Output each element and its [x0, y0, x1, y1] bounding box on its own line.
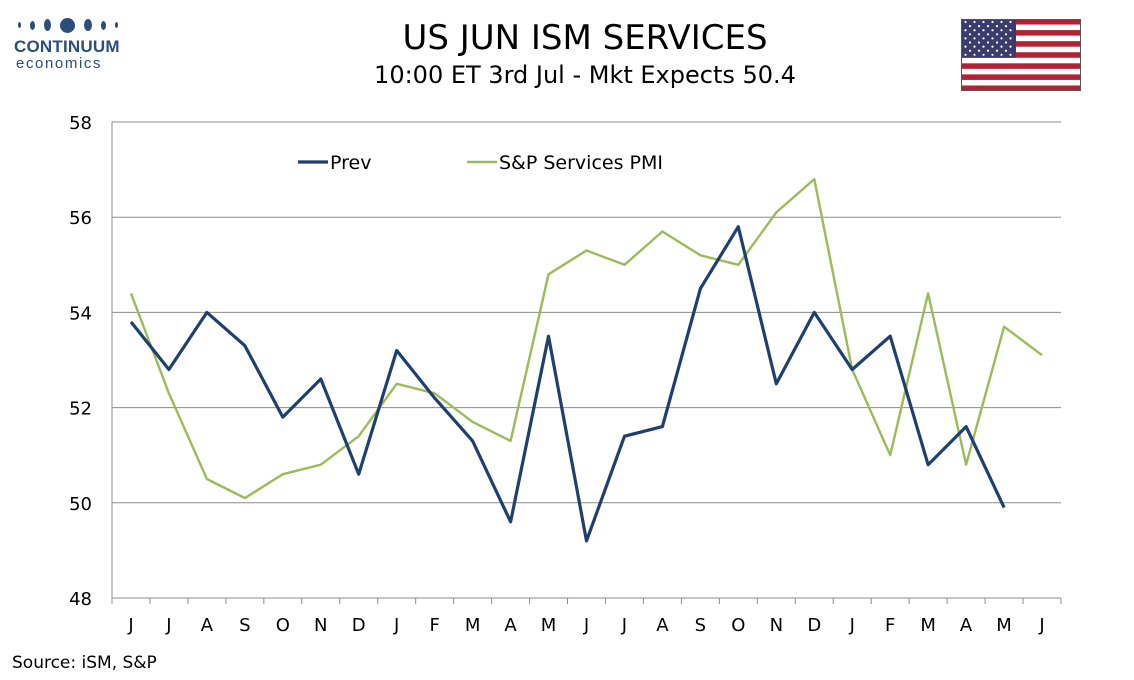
- x-tick-label: M: [465, 615, 481, 636]
- chart-title: US JUN ISM SERVICES: [402, 18, 768, 58]
- x-tick-label: M: [996, 615, 1012, 636]
- x-tick-label: A: [960, 615, 973, 636]
- x-tick-label: J: [621, 615, 627, 636]
- x-tick-label: D: [352, 615, 366, 636]
- x-tick-label: F: [885, 615, 895, 636]
- continuum-logo: CONTINUUM economics: [14, 14, 134, 72]
- x-tick-label: M: [920, 615, 936, 636]
- x-tick-label: S: [695, 615, 706, 636]
- x-tick-label: S: [239, 615, 250, 636]
- x-tick-label: O: [276, 615, 290, 636]
- x-tick-label: M: [541, 615, 557, 636]
- logo-dots-icon: [18, 14, 134, 36]
- y-tick-label: 58: [69, 113, 92, 134]
- logo-subtitle: economics: [16, 55, 103, 72]
- legend-label: Prev: [330, 152, 371, 174]
- x-tick-label: J: [165, 615, 171, 636]
- series-line-prev: [129, 225, 1006, 543]
- x-tick-label: J: [849, 615, 855, 636]
- y-tick-label: 54: [69, 303, 92, 324]
- x-tick-label: D: [807, 615, 821, 636]
- us-flag-icon: [961, 19, 1081, 91]
- x-tick-label: A: [504, 615, 517, 636]
- x-tick-label: N: [770, 615, 783, 636]
- series-line-s-p-services-pmi: [129, 177, 1043, 500]
- x-tick-label: J: [127, 615, 133, 636]
- x-tick-label: A: [201, 615, 214, 636]
- x-tick-label: J: [583, 615, 589, 636]
- x-tick-label: O: [731, 615, 745, 636]
- y-tick-label: 48: [69, 589, 92, 610]
- legend-label: S&P Services PMI: [499, 152, 663, 174]
- y-tick-label: 50: [69, 494, 92, 515]
- source-note: Source: iSM, S&P: [12, 653, 157, 673]
- x-tick-label: N: [314, 615, 327, 636]
- x-tick-label: F: [429, 615, 439, 636]
- logo-name: CONTINUUM: [14, 37, 120, 56]
- chart-subtitle: 10:00 ET 3rd Jul - Mkt Expects 50.4: [374, 61, 796, 89]
- y-tick-label: 52: [69, 399, 92, 420]
- x-tick-label: J: [393, 615, 399, 636]
- x-tick-label: J: [1038, 615, 1044, 636]
- x-tick-label: A: [656, 615, 669, 636]
- y-tick-label: 56: [69, 208, 92, 229]
